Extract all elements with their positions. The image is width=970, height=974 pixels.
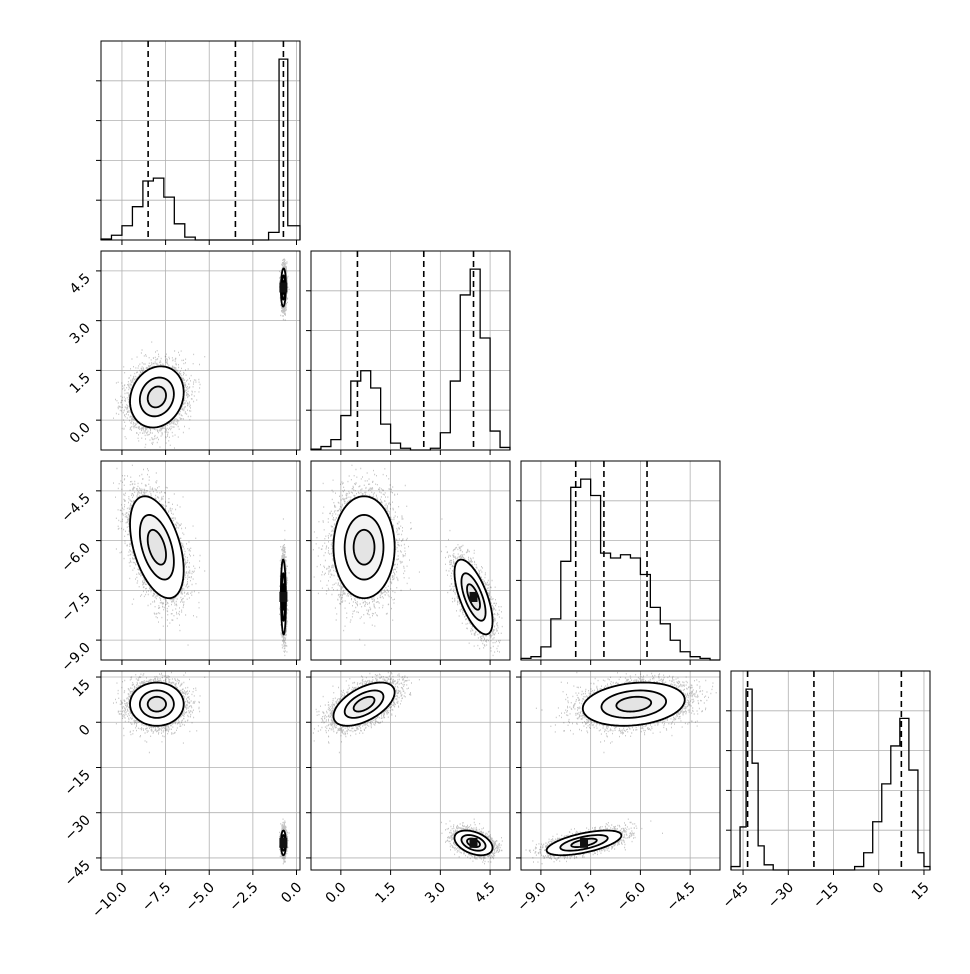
ytick-label-1-1: 1.5: [67, 370, 94, 397]
ytick-label-2-0: −9.0: [58, 640, 93, 675]
contour-inner-0: [615, 695, 653, 713]
scatter-panel-2-1: [306, 460, 511, 665]
ytick-label-3-1: −30: [62, 812, 94, 844]
ytick-label-3-3: 0: [76, 722, 94, 740]
panel-frame: [100, 670, 301, 871]
xtick-label-0-4: 0.0: [278, 880, 305, 907]
ytick-label-2-2: −6.0: [58, 540, 93, 575]
panel-inner: [101, 461, 300, 660]
xtick-label-3-1: −30: [765, 880, 797, 912]
scatter-panel-3-0: [96, 670, 301, 875]
scatter-panel-2-0: [96, 460, 301, 665]
ytick-label-2-1: −7.5: [58, 590, 93, 625]
hist-panel-2: [516, 460, 721, 665]
panel-frame: [100, 250, 301, 451]
hist-panel-3: [726, 670, 931, 875]
panel-frame: [310, 670, 511, 871]
xtick-label-0-1: −7.5: [139, 880, 174, 915]
ytick-label-3-2: −15: [62, 767, 94, 799]
panel-frame: [310, 460, 511, 661]
hist-panel-0: [96, 40, 301, 245]
scatter-panel-1-0: [96, 250, 301, 455]
hist-frame-1: [310, 250, 511, 451]
hist-frame-2: [520, 460, 721, 661]
hist-step-0: [100, 58, 301, 241]
xtick-label-3-2: −15: [810, 880, 842, 912]
ytick-label-1-3: 4.5: [67, 270, 94, 297]
panel-frame: [100, 460, 301, 661]
panel-inner: [311, 461, 510, 660]
xtick-label-1-0: 0.0: [323, 880, 350, 907]
xtick-label-2-0: −9.0: [514, 880, 549, 915]
contour-inner-0: [352, 528, 376, 566]
ytick-label-1-2: 3.0: [67, 320, 94, 347]
hist-frame-3: [730, 670, 931, 871]
contour-inner-0: [146, 695, 167, 713]
xtick-label-2-1: −7.5: [564, 880, 599, 915]
contour-inner-0: [146, 528, 167, 566]
ytick-label-3-0: −45: [62, 857, 94, 889]
xtick-label-1-3: 4.5: [472, 880, 499, 907]
contour-inner-0: [146, 385, 167, 409]
panel-inner: [521, 671, 720, 870]
xtick-label-3-0: −45: [720, 880, 752, 912]
ytick-label-3-4: 15: [70, 677, 94, 701]
panel-inner: [101, 251, 300, 450]
panel-frame: [520, 670, 721, 871]
scatter-panel-3-1: [306, 670, 511, 875]
density-peak: [279, 591, 288, 602]
hist-panel-1: [306, 250, 511, 455]
ytick-label-2-3: −4.5: [58, 490, 93, 525]
xtick-label-3-4: 15: [909, 880, 933, 904]
density-peak: [469, 591, 478, 602]
xtick-label-0-0: −10.0: [89, 880, 131, 922]
scatter-panel-3-2: [516, 670, 721, 875]
density-peak: [279, 837, 288, 848]
xtick-label-1-2: 3.0: [422, 880, 449, 907]
xtick-label-0-2: −5.0: [183, 880, 218, 915]
density-peak: [469, 837, 478, 848]
contour-inner-0: [352, 695, 376, 713]
xtick-label-3-3: 0: [870, 880, 888, 898]
xtick-label-0-3: −2.5: [226, 880, 261, 915]
density-peak: [279, 282, 288, 293]
hist-step-1: [310, 268, 511, 451]
panel-inner: [101, 671, 300, 870]
xtick-label-1-1: 1.5: [372, 880, 399, 907]
density-peak: [580, 837, 589, 848]
hist-frame-0: [100, 40, 301, 241]
xtick-label-2-3: −4.5: [664, 880, 699, 915]
hist-step-3: [730, 688, 931, 871]
xtick-label-2-2: −6.0: [614, 880, 649, 915]
panel-inner: [311, 671, 510, 870]
hist-step-2: [520, 478, 720, 661]
ytick-label-1-0: 0.0: [67, 420, 94, 447]
